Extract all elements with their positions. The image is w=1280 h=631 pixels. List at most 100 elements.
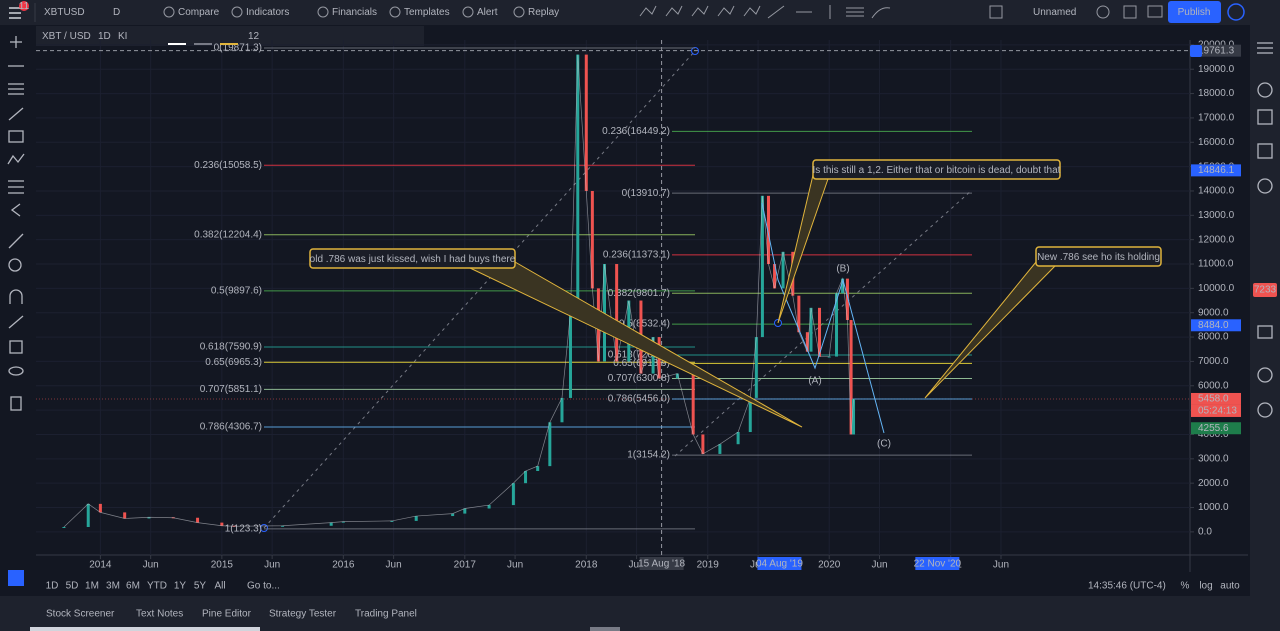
x-tick-label: Jun (629, 560, 645, 571)
x-tick-label: Jun (386, 560, 402, 571)
x-tick-label: 2017 (454, 560, 477, 571)
range-button[interactable]: 5D (66, 581, 79, 592)
percent-toggle[interactable]: % (1181, 581, 1190, 592)
publish-button[interactable] (1168, 1, 1221, 23)
right-panel-icons[interactable] (1257, 42, 1273, 418)
candle (602, 264, 606, 362)
panel-tab[interactable]: Trading Panel (355, 609, 417, 620)
candle (329, 522, 333, 526)
menu-icon[interactable] (9, 7, 21, 19)
price-tag-label: 19761.3 (1198, 45, 1235, 56)
callout-text: New .786 see ho its holding (1037, 252, 1160, 263)
candle (845, 278, 849, 321)
fib-label: 0.236(11373.1) (603, 250, 670, 261)
panel-tab[interactable]: Stock Screener (46, 609, 115, 620)
panel-tab[interactable]: Text Notes (136, 609, 183, 620)
candle (773, 264, 777, 289)
range-button[interactable]: 1M (85, 581, 99, 592)
drawing-tools[interactable] (639, 5, 891, 19)
symbol: XBTUSD (44, 7, 85, 18)
wave-label: (C) (877, 439, 891, 450)
goto[interactable]: Go to... (247, 581, 280, 592)
panel-tab[interactable]: Pine Editor (202, 609, 252, 620)
toolbar-icon (317, 6, 329, 18)
price-tag (1191, 392, 1241, 405)
countdown-bg (1191, 404, 1241, 417)
y-tick-label: 12000.0 (1198, 234, 1235, 245)
log-toggle[interactable]: log (1199, 581, 1212, 592)
x-tick-label: 2016 (332, 560, 355, 571)
y-tick-label: 18000.0 (1198, 88, 1235, 99)
price-tag (1191, 422, 1241, 435)
range-button[interactable]: 5Y (194, 581, 207, 592)
candle (701, 434, 705, 454)
candle (86, 503, 90, 527)
candle (827, 356, 831, 358)
candle (835, 293, 839, 357)
toolbar-item[interactable]: Replay (528, 7, 559, 18)
candle (548, 422, 552, 467)
scroll-handle[interactable] (590, 627, 620, 631)
toolbar-icon (389, 6, 401, 18)
scale-button[interactable] (1190, 45, 1202, 57)
fib-label: 0.618(7263.1) (608, 350, 670, 361)
candle (841, 278, 845, 294)
publish-label[interactable]: Publish (1178, 7, 1211, 18)
toolbar-icon (163, 6, 175, 18)
range-button[interactable]: 1D (46, 581, 59, 592)
range-button[interactable]: YTD (147, 581, 167, 592)
toolbar-item[interactable]: Alert (477, 7, 498, 18)
candle (147, 517, 151, 519)
legend-interval: 1D (98, 31, 111, 42)
fib-label: 0.618(7590.9) (200, 342, 262, 353)
x-tick-label: Jun (264, 560, 280, 571)
toolbar-item[interactable]: Financials (332, 7, 377, 18)
wave-label: (B) (836, 264, 849, 275)
y-tick-label: 7000.0 (1198, 356, 1229, 367)
toolbar-item[interactable]: Compare (178, 7, 220, 18)
toolbar-icon (231, 6, 243, 18)
candle (691, 373, 695, 435)
y-tick-label: 17000.0 (1198, 113, 1235, 124)
range-button[interactable]: All (214, 581, 225, 592)
fib-label: 0.786(4306.7) (200, 422, 262, 433)
price-tag-label: 5458.0 (1198, 394, 1229, 405)
x-tick-label: Jun (507, 560, 523, 571)
price-tag-label: 14846.1 (1198, 165, 1235, 176)
scrollbar[interactable] (30, 627, 260, 631)
x-tick-label: 2015 (211, 560, 234, 571)
panel-tab[interactable]: Strategy Tester (269, 609, 337, 620)
clock: 14:35:46 (UTC-4) (1088, 581, 1166, 592)
time-tag (915, 557, 960, 570)
legend-symbol: XBT / USD (42, 31, 91, 42)
time-tag-label: 04 Aug '19 (756, 559, 803, 570)
x-tick-label: Jun (871, 560, 887, 571)
bottom-panel (0, 596, 1280, 631)
y-tick-label: 14000.0 (1198, 186, 1235, 197)
range-button[interactable]: 3M (106, 581, 120, 592)
toolbar-item[interactable]: Indicators (246, 7, 289, 18)
toolbar-item[interactable]: Templates (404, 7, 450, 18)
candle (560, 397, 564, 423)
checkbox[interactable] (989, 5, 1003, 19)
legend-bar (36, 26, 424, 46)
notification-count: 11 (19, 1, 30, 12)
candle (451, 513, 455, 517)
candle (196, 517, 200, 523)
fib-label: 0.382(9801.7) (608, 288, 670, 299)
y-tick-label: 4000.0 (1198, 429, 1229, 440)
toolbar-icons (1096, 5, 1163, 19)
play-icon[interactable] (1227, 3, 1245, 21)
price-tag (1191, 164, 1241, 177)
y-tick-label: 19000.0 (1198, 64, 1235, 75)
notification-badge (19, 1, 29, 11)
range-button[interactable]: 6M (126, 581, 140, 592)
fib-label: 0.5(8532.4) (619, 319, 670, 330)
candle (414, 516, 418, 521)
candle (281, 525, 285, 527)
auto-toggle[interactable]: auto (1220, 581, 1240, 592)
y-tick-label: 9000.0 (1198, 307, 1229, 318)
callout-box (1035, 246, 1162, 267)
range-button[interactable]: 1Y (174, 581, 187, 592)
